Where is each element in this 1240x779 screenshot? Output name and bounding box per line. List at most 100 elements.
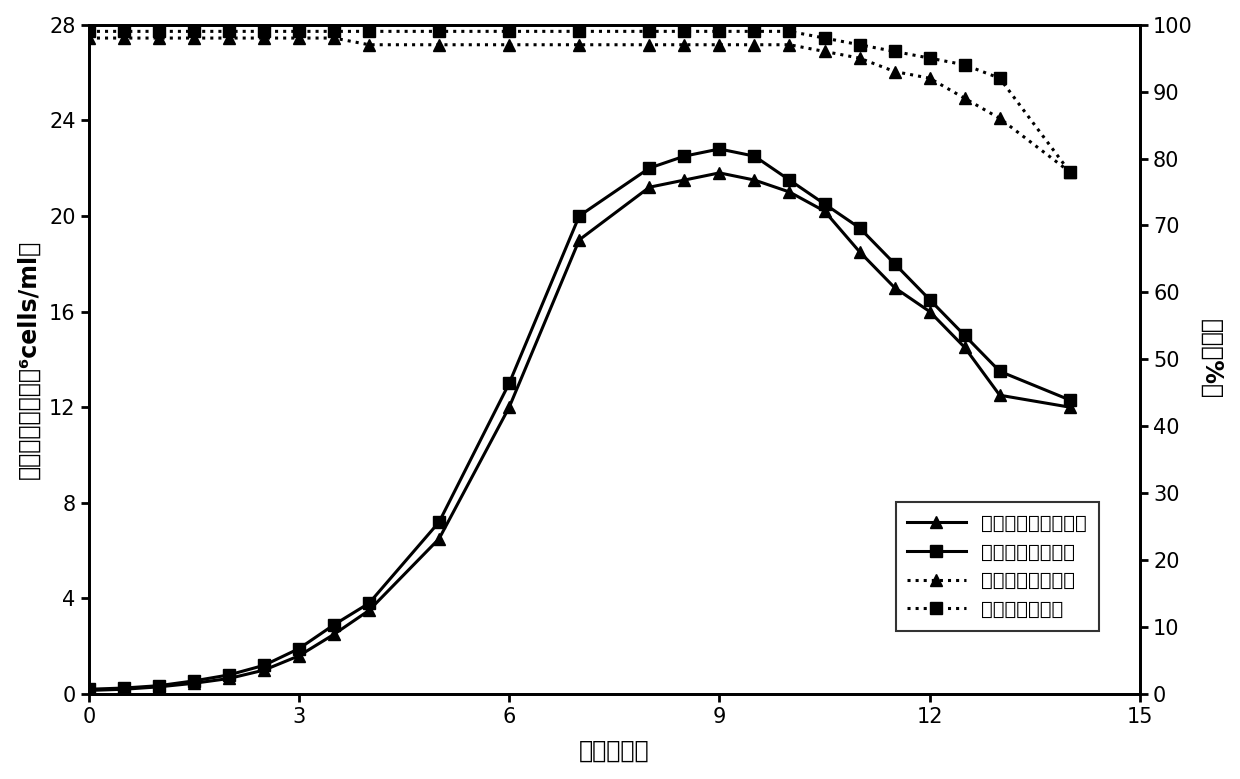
反应器细胞活率: [257, 26, 272, 36]
对照摇瓶细胞活率: [362, 40, 377, 49]
反应器细胞活率: [957, 60, 972, 69]
对照摇瓶活细胞密度: [117, 685, 131, 694]
反应器活细胞密度: [642, 164, 657, 173]
对照摇瓶细胞活率: [117, 33, 131, 43]
反应器活细胞密度: [923, 295, 937, 305]
对照摇瓶细胞活率: [642, 40, 657, 49]
对照摇瓶细胞活率: [677, 40, 692, 49]
反应器细胞活率: [712, 26, 727, 36]
对照摇瓶细胞活率: [957, 93, 972, 103]
反应器细胞活率: [642, 26, 657, 36]
对照摇瓶活细胞密度: [957, 343, 972, 352]
对照摇瓶细胞活率: [222, 33, 237, 43]
对照摇瓶细胞活率: [82, 33, 97, 43]
反应器活细胞密度: [362, 598, 377, 608]
反应器细胞活率: [572, 26, 587, 36]
反应器细胞活率: [992, 73, 1007, 83]
对照摇瓶活细胞密度: [257, 665, 272, 675]
对照摇瓶细胞活率: [186, 33, 201, 43]
对照摇瓶活细胞密度: [852, 247, 867, 256]
对照摇瓶活细胞密度: [362, 606, 377, 615]
反应器细胞活率: [923, 54, 937, 63]
反应器活细胞密度: [852, 224, 867, 233]
反应器活细胞密度: [1063, 395, 1078, 404]
对照摇瓶细胞活率: [502, 40, 517, 49]
对照摇瓶活细胞密度: [291, 651, 306, 661]
反应器活细胞密度: [746, 151, 761, 160]
Y-axis label: 活率（%）: 活率（%）: [1199, 319, 1224, 400]
反应器细胞活率: [326, 26, 341, 36]
对照摇瓶活细胞密度: [432, 534, 446, 543]
反应器细胞活率: [362, 26, 377, 36]
X-axis label: 时间（天）: 时间（天）: [579, 738, 650, 763]
Y-axis label: 活细胞密度（１０⁶cells/ml）: 活细胞密度（１０⁶cells/ml）: [16, 240, 41, 479]
反应器细胞活率: [186, 26, 201, 36]
对照摇瓶活细胞密度: [642, 182, 657, 192]
反应器细胞活率: [1063, 167, 1078, 177]
对照摇瓶细胞活率: [326, 33, 341, 43]
对照摇瓶活细胞密度: [186, 679, 201, 688]
对照摇瓶活细胞密度: [746, 175, 761, 185]
Line: 对照摇瓶活细胞密度: 对照摇瓶活细胞密度: [83, 167, 1075, 696]
对照摇瓶细胞活率: [151, 33, 166, 43]
对照摇瓶细胞活率: [432, 40, 446, 49]
反应器细胞活率: [887, 47, 901, 56]
对照摇瓶活细胞密度: [82, 686, 97, 695]
Line: 反应器活细胞密度: 反应器活细胞密度: [83, 143, 1075, 695]
反应器细胞活率: [782, 26, 797, 36]
反应器活细胞密度: [992, 367, 1007, 376]
对照摇瓶细胞活率: [291, 33, 306, 43]
对照摇瓶活细胞密度: [1063, 403, 1078, 412]
对照摇瓶细胞活率: [923, 73, 937, 83]
反应器细胞活率: [677, 26, 692, 36]
反应器细胞活率: [291, 26, 306, 36]
对照摇瓶细胞活率: [782, 40, 797, 49]
对照摇瓶活细胞密度: [887, 283, 901, 292]
对照摇瓶活细胞密度: [782, 187, 797, 196]
对照摇瓶活细胞密度: [151, 682, 166, 692]
对照摇瓶活细胞密度: [502, 403, 517, 412]
对照摇瓶活细胞密度: [572, 235, 587, 245]
对照摇瓶活细胞密度: [677, 175, 692, 185]
反应器细胞活率: [151, 26, 166, 36]
反应器活细胞密度: [82, 685, 97, 694]
反应器活细胞密度: [326, 620, 341, 629]
Line: 对照摇瓶细胞活率: 对照摇瓶细胞活率: [83, 33, 1075, 178]
对照摇瓶细胞活率: [746, 40, 761, 49]
对照摇瓶细胞活率: [887, 67, 901, 76]
反应器细胞活率: [117, 26, 131, 36]
对照摇瓶细胞活率: [1063, 167, 1078, 177]
反应器细胞活率: [432, 26, 446, 36]
反应器活细胞密度: [677, 151, 692, 160]
反应器活细胞密度: [782, 175, 797, 185]
Line: 反应器细胞活率: 反应器细胞活率: [83, 26, 1075, 178]
反应器活细胞密度: [572, 211, 587, 220]
对照摇瓶细胞活率: [712, 40, 727, 49]
反应器细胞活率: [502, 26, 517, 36]
对照摇瓶细胞活率: [572, 40, 587, 49]
对照摇瓶活细胞密度: [992, 390, 1007, 400]
对照摇瓶活细胞密度: [326, 629, 341, 639]
对照摇瓶细胞活率: [852, 54, 867, 63]
Legend: 对照摇瓶活细胞密度, 反应器活细胞密度, 对照摇瓶细胞活率, 反应器细胞活率: 对照摇瓶活细胞密度, 反应器活细胞密度, 对照摇瓶细胞活率, 反应器细胞活率: [895, 502, 1099, 631]
对照摇瓶活细胞密度: [923, 307, 937, 316]
反应器活细胞密度: [291, 644, 306, 654]
反应器活细胞密度: [222, 670, 237, 679]
反应器活细胞密度: [117, 683, 131, 693]
反应器活细胞密度: [887, 259, 901, 269]
对照摇瓶细胞活率: [817, 47, 832, 56]
对照摇瓶活细胞密度: [712, 168, 727, 178]
对照摇瓶细胞活率: [257, 33, 272, 43]
反应器活细胞密度: [432, 517, 446, 527]
反应器活细胞密度: [186, 676, 201, 686]
反应器细胞活率: [222, 26, 237, 36]
反应器活细胞密度: [712, 144, 727, 153]
反应器细胞活率: [746, 26, 761, 36]
对照摇瓶活细胞密度: [817, 206, 832, 216]
反应器活细胞密度: [257, 661, 272, 670]
反应器细胞活率: [817, 33, 832, 43]
反应器活细胞密度: [151, 681, 166, 690]
反应器活细胞密度: [957, 331, 972, 340]
对照摇瓶细胞活率: [992, 114, 1007, 123]
对照摇瓶活细胞密度: [222, 674, 237, 683]
